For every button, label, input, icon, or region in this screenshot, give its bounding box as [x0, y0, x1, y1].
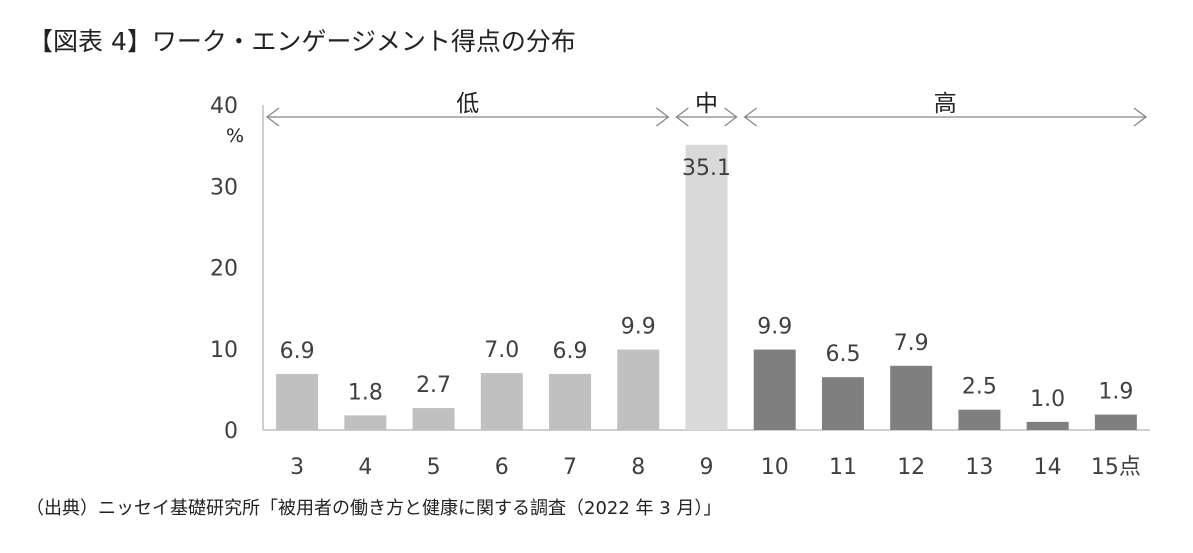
data-labels: 6.9 1.8 2.7 7.0 6.9 9.9 35.1 9.9 6.5 7.9 2.5 1.0 1.9 — [280, 156, 1134, 412]
x-tick-label: 10 — [761, 455, 789, 480]
data-label: 6.9 — [553, 339, 588, 364]
group-label: 中 — [695, 91, 718, 117]
data-label: 6.5 — [825, 342, 860, 367]
x-tick-label: 9 — [700, 455, 714, 480]
bar — [344, 415, 387, 430]
y-tick-label: 30 — [210, 175, 238, 200]
data-label: 6.9 — [280, 339, 315, 364]
bar — [821, 377, 864, 430]
x-tick-label: 14 — [1034, 455, 1062, 480]
x-tick-label: 3 — [290, 455, 304, 480]
y-tick-label: 10 — [210, 338, 238, 363]
bar — [958, 409, 1001, 430]
data-label: 2.7 — [416, 373, 451, 398]
bars — [276, 144, 1137, 430]
group-brackets: 低中高 — [265, 91, 1148, 127]
data-label: 7.0 — [484, 338, 519, 363]
bar — [1094, 414, 1137, 430]
chart-title: 【図表 4】ワーク・エンゲージメント得点の分布 — [28, 27, 576, 56]
bar — [753, 349, 796, 430]
bar — [412, 408, 455, 430]
x-tick-label: 15点 — [1091, 455, 1141, 480]
x-tick-label: 8 — [631, 455, 645, 480]
bar — [1026, 421, 1069, 430]
data-label: 1.0 — [1030, 387, 1065, 412]
x-tick-label: 4 — [358, 455, 372, 480]
group-bracket: 低 — [265, 91, 670, 127]
data-label: 7.9 — [894, 331, 929, 356]
data-label: 35.1 — [682, 156, 731, 181]
x-tick-labels: 3 4 5 6 7 8 9 10 11 12 13 14 15点 — [290, 455, 1141, 480]
x-tick-label: 13 — [965, 455, 993, 480]
group-label: 低 — [456, 91, 479, 117]
data-label: 1.8 — [348, 380, 383, 405]
x-tick-label: 11 — [829, 455, 857, 480]
bar — [549, 373, 592, 430]
bar — [890, 365, 933, 430]
group-bracket: 高 — [743, 91, 1148, 127]
data-label: 9.9 — [621, 315, 656, 340]
x-tick-label: 5 — [427, 455, 441, 480]
data-label: 2.5 — [962, 375, 997, 400]
bar — [276, 373, 319, 430]
data-label: 9.9 — [757, 315, 792, 340]
x-tick-label: 7 — [563, 455, 577, 480]
x-tick-label: 6 — [495, 455, 509, 480]
source-note: （出典）ニッセイ基礎研究所「被用者の働き方と健康に関する調査（2022 年 3 … — [26, 498, 722, 519]
bar — [480, 373, 523, 430]
y-unit-label: % — [226, 125, 244, 147]
bar — [685, 144, 728, 430]
data-label: 1.9 — [1098, 380, 1133, 405]
y-tick-label: 0 — [224, 419, 238, 444]
bar — [617, 349, 660, 430]
group-label: 高 — [934, 91, 957, 117]
y-tick-labels: 0 10 20 30 40% — [210, 94, 244, 444]
group-bracket: 中 — [675, 91, 738, 127]
y-tick-label: 20 — [210, 257, 238, 282]
x-tick-label: 12 — [897, 455, 925, 480]
y-tick-label: 40 — [210, 94, 238, 119]
